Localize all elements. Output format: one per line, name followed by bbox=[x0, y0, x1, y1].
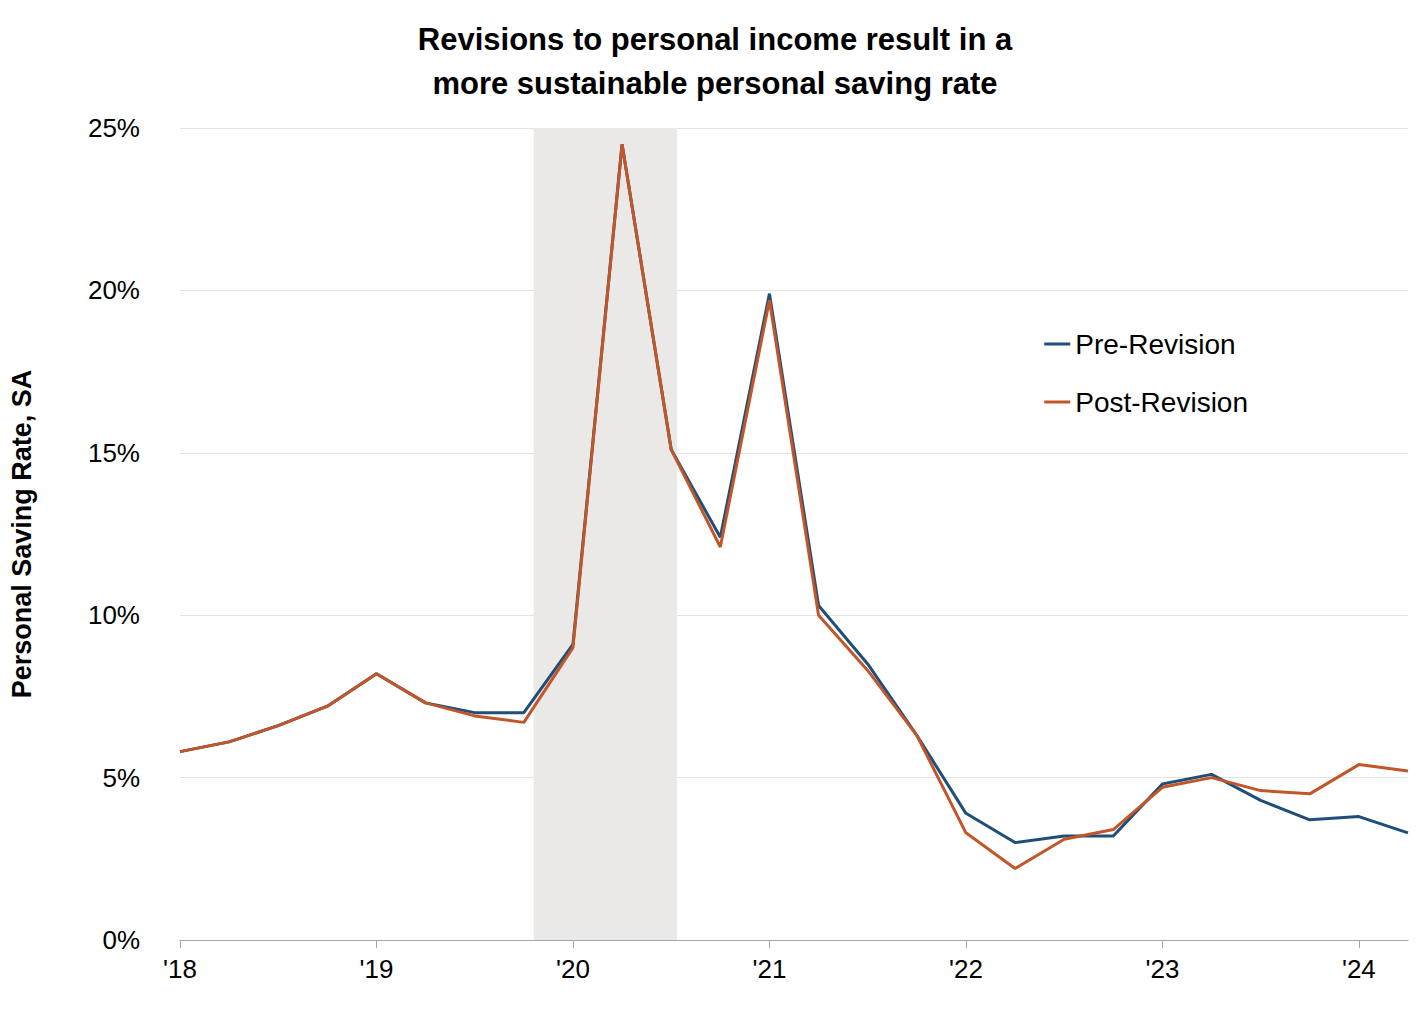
svg-text:Pre-Revision: Pre-Revision bbox=[1075, 329, 1235, 360]
svg-text:'24: '24 bbox=[1342, 954, 1376, 984]
svg-text:0%: 0% bbox=[102, 925, 140, 955]
svg-text:Revisions to personal income r: Revisions to personal income result in a bbox=[418, 22, 1013, 57]
svg-text:more sustainable personal savi: more sustainable personal saving rate bbox=[432, 66, 997, 101]
svg-text:'22: '22 bbox=[949, 954, 983, 984]
svg-text:25%: 25% bbox=[88, 113, 140, 143]
svg-text:Post-Revision: Post-Revision bbox=[1075, 387, 1248, 418]
svg-text:10%: 10% bbox=[88, 600, 140, 630]
svg-text:'19: '19 bbox=[360, 954, 394, 984]
svg-text:5%: 5% bbox=[102, 763, 140, 793]
svg-text:Personal Saving Rate, SA: Personal Saving Rate, SA bbox=[7, 370, 37, 699]
svg-text:'23: '23 bbox=[1145, 954, 1179, 984]
svg-text:15%: 15% bbox=[88, 438, 140, 468]
svg-text:'18: '18 bbox=[163, 954, 197, 984]
svg-text:'21: '21 bbox=[752, 954, 786, 984]
svg-text:'20: '20 bbox=[556, 954, 590, 984]
svg-text:20%: 20% bbox=[88, 275, 140, 305]
